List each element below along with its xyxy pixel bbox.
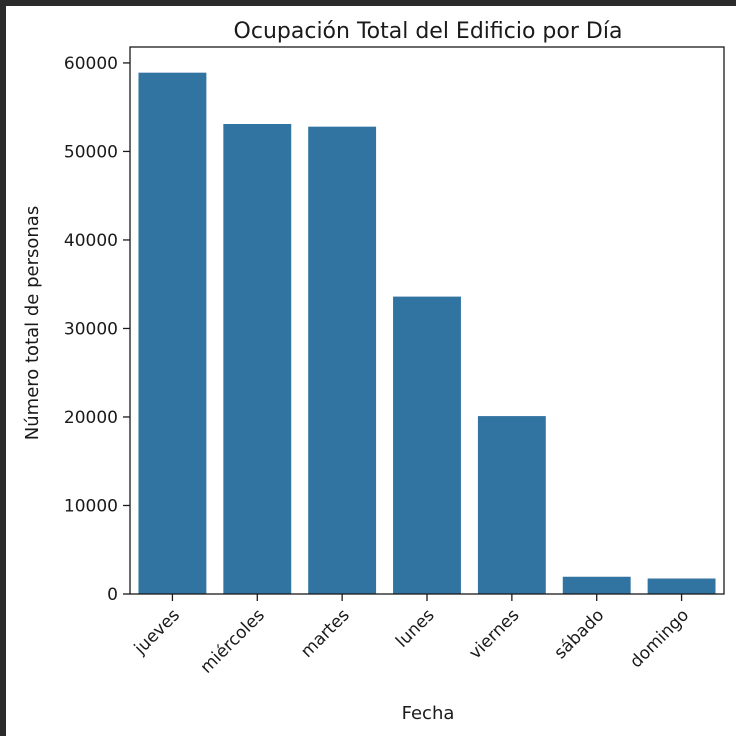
bar-miércoles: [223, 124, 292, 594]
x-tick-label: domingo: [626, 605, 693, 672]
x-tick-label: martes: [297, 605, 354, 662]
x-tick-label: jueves: [130, 605, 184, 659]
bar-domingo: [647, 578, 716, 594]
y-tick-label: 20000: [64, 408, 118, 428]
x-tick-label: lunes: [392, 605, 438, 651]
x-tick-label: miércoles: [197, 605, 269, 677]
chart-title: Ocupación Total del Edificio por Día: [234, 19, 623, 44]
y-tick-label: 30000: [64, 319, 118, 339]
y-tick-label: 40000: [64, 231, 118, 251]
plot-area: 0 10000 20000 30000 40000 50000 60000 jueves mié…: [64, 46, 725, 678]
y-tick-label: 0: [107, 585, 118, 605]
x-tick-label: viernes: [465, 605, 523, 663]
y-axis-label: Número total de personas: [22, 206, 43, 440]
x-tick-label: sábado: [550, 605, 608, 663]
x-axis-label: Fecha: [402, 703, 455, 724]
y-tick-label: 60000: [64, 54, 118, 74]
bar-lunes: [393, 296, 461, 594]
bar-sábado: [562, 576, 631, 594]
y-tick-label: 10000: [64, 496, 118, 516]
y-tick-label: 50000: [64, 142, 118, 162]
bar-jueves: [138, 72, 207, 595]
bar-viernes: [477, 416, 546, 594]
bar-martes: [308, 126, 377, 595]
